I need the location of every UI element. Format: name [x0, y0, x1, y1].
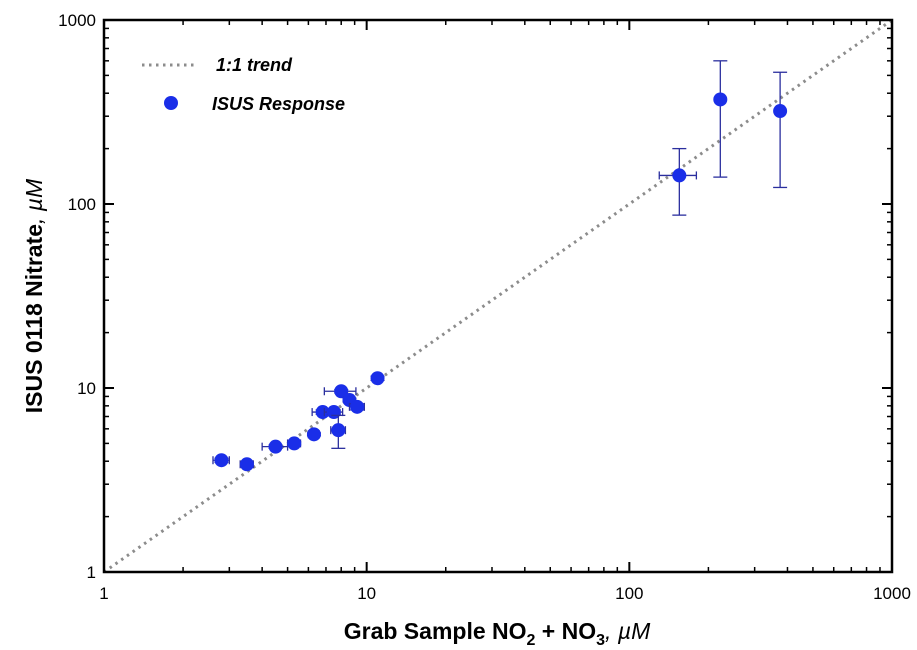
data-point: [331, 423, 346, 438]
data-point: [214, 453, 229, 468]
data-point-group: [239, 457, 254, 472]
y-tick-label: 1000: [58, 11, 96, 30]
y-tick-label: 1: [87, 563, 96, 582]
data-point: [268, 439, 283, 454]
data-point: [350, 399, 365, 414]
y-tick-label: 100: [68, 195, 96, 214]
data-point-group: [370, 371, 385, 386]
data-point-group: [286, 436, 302, 451]
data-point-group: [773, 71, 788, 189]
legend-label-trend: 1:1 trend: [216, 55, 293, 75]
data-point-group: [306, 427, 321, 442]
x-tick-label: 1000: [873, 584, 911, 603]
x-tick-label: 1: [99, 584, 108, 603]
data-point: [773, 104, 788, 119]
data-point-group: [261, 439, 289, 454]
data-point: [370, 371, 385, 386]
data-point-group: [323, 384, 357, 399]
data-point: [334, 384, 349, 399]
data-point: [315, 405, 330, 420]
legend-label-isus: ISUS Response: [212, 94, 345, 114]
x-tick-label: 100: [615, 584, 643, 603]
data-point: [287, 436, 302, 451]
data-point: [713, 92, 728, 107]
data-point: [672, 168, 687, 183]
legend: 1:1 trend ISUS Response: [142, 55, 345, 114]
data-point-group: [212, 453, 230, 468]
x-tick-label: 10: [357, 584, 376, 603]
x-axis-title: Grab Sample NO2 + NO3, µM: [344, 618, 651, 649]
y-tick-label: 10: [77, 379, 96, 398]
data-point-group: [658, 147, 698, 216]
data-point-group: [348, 399, 366, 414]
plot-area-frame: [102, 18, 894, 574]
legend-marker-isus: [164, 96, 178, 110]
y-axis-title: ISUS 0118 Nitrate, µM: [21, 178, 47, 413]
data-point-group: [330, 414, 347, 449]
data-point: [306, 427, 321, 442]
data-point-group: [713, 60, 728, 178]
data-point: [239, 457, 254, 472]
